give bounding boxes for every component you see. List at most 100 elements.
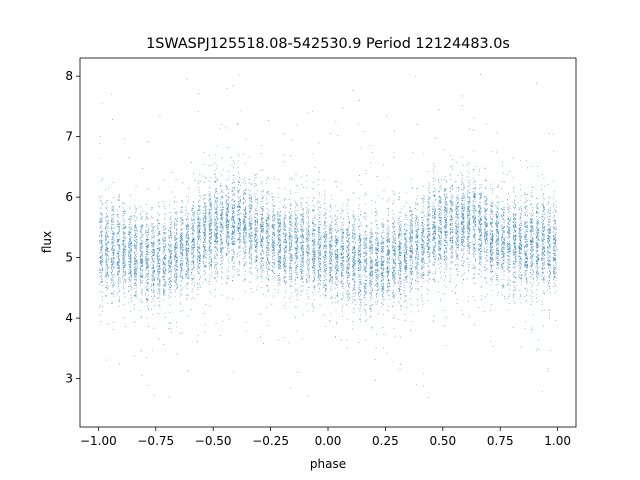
data-point bbox=[196, 243, 198, 245]
data-point bbox=[352, 256, 353, 258]
data-point bbox=[205, 265, 206, 267]
data-point bbox=[222, 247, 224, 249]
data-point bbox=[342, 245, 344, 247]
data-point bbox=[158, 259, 160, 261]
data-point bbox=[405, 247, 406, 248]
data-point bbox=[245, 206, 247, 207]
data-point bbox=[118, 221, 120, 222]
data-point bbox=[434, 239, 436, 241]
data-point bbox=[486, 231, 488, 233]
data-point bbox=[438, 259, 440, 260]
data-point bbox=[496, 262, 497, 264]
data-point bbox=[140, 298, 142, 300]
data-point bbox=[204, 205, 206, 207]
data-point bbox=[119, 248, 121, 250]
data-point bbox=[342, 227, 344, 229]
data-point bbox=[422, 224, 423, 226]
data-point bbox=[468, 182, 469, 184]
data-point bbox=[239, 236, 241, 237]
data-point bbox=[474, 218, 476, 219]
data-point bbox=[308, 250, 310, 252]
data-point bbox=[130, 246, 132, 247]
data-point bbox=[496, 225, 498, 227]
data-point bbox=[171, 257, 172, 259]
data-point bbox=[340, 265, 342, 266]
data-point bbox=[393, 281, 395, 282]
data-point bbox=[427, 242, 429, 244]
data-point bbox=[347, 283, 349, 285]
data-point bbox=[231, 242, 233, 244]
data-point bbox=[257, 245, 258, 247]
data-point bbox=[504, 227, 505, 229]
data-point bbox=[123, 251, 125, 252]
data-point bbox=[165, 255, 167, 256]
data-point bbox=[543, 280, 545, 282]
data-point bbox=[168, 297, 170, 299]
data-point bbox=[169, 252, 171, 253]
data-point bbox=[520, 294, 522, 296]
data-point bbox=[343, 275, 344, 276]
data-point bbox=[163, 203, 165, 205]
data-point bbox=[261, 281, 263, 282]
data-point bbox=[205, 250, 207, 252]
data-point bbox=[289, 248, 291, 249]
data-point bbox=[388, 251, 390, 252]
data-point bbox=[393, 237, 394, 238]
data-point bbox=[348, 257, 350, 259]
data-point bbox=[392, 317, 394, 319]
data-point bbox=[111, 222, 113, 223]
data-point bbox=[369, 280, 371, 282]
data-point bbox=[222, 189, 224, 191]
data-point bbox=[381, 302, 382, 304]
data-point bbox=[461, 264, 463, 266]
data-point bbox=[279, 266, 280, 268]
data-point bbox=[147, 258, 149, 260]
data-point bbox=[171, 284, 173, 286]
data-point bbox=[169, 267, 171, 269]
data-point bbox=[450, 268, 452, 270]
data-point bbox=[352, 249, 354, 250]
data-point bbox=[300, 261, 302, 263]
data-point bbox=[151, 256, 153, 258]
data-point bbox=[507, 284, 509, 286]
data-point bbox=[438, 212, 440, 214]
data-point bbox=[461, 257, 463, 259]
data-point bbox=[312, 266, 314, 268]
data-point bbox=[262, 228, 263, 230]
data-point bbox=[521, 224, 522, 226]
data-point bbox=[502, 165, 504, 166]
data-point bbox=[113, 249, 115, 251]
data-point bbox=[393, 283, 395, 285]
data-point bbox=[197, 265, 198, 267]
data-point bbox=[382, 242, 384, 244]
data-point bbox=[352, 216, 354, 218]
data-point bbox=[175, 213, 177, 215]
data-point bbox=[492, 231, 494, 232]
data-point bbox=[199, 224, 201, 226]
data-point bbox=[266, 203, 268, 205]
data-point bbox=[554, 220, 556, 222]
data-point bbox=[555, 240, 557, 241]
data-point bbox=[370, 232, 372, 234]
data-point bbox=[509, 267, 511, 269]
data-point bbox=[466, 227, 468, 229]
data-point bbox=[254, 217, 256, 219]
data-point bbox=[214, 212, 216, 214]
data-point bbox=[455, 204, 457, 206]
data-point bbox=[203, 253, 205, 255]
data-point bbox=[348, 264, 350, 266]
data-point bbox=[145, 294, 147, 296]
data-point bbox=[142, 276, 144, 278]
data-point bbox=[291, 239, 293, 241]
data-point bbox=[198, 227, 200, 229]
data-point bbox=[320, 269, 322, 271]
data-point bbox=[427, 195, 429, 197]
data-point bbox=[254, 234, 256, 235]
data-point bbox=[512, 187, 514, 189]
data-point bbox=[228, 237, 230, 238]
data-point bbox=[369, 305, 371, 306]
data-point bbox=[170, 224, 172, 225]
data-point bbox=[216, 249, 218, 250]
data-point bbox=[484, 203, 485, 205]
data-point bbox=[509, 229, 510, 231]
